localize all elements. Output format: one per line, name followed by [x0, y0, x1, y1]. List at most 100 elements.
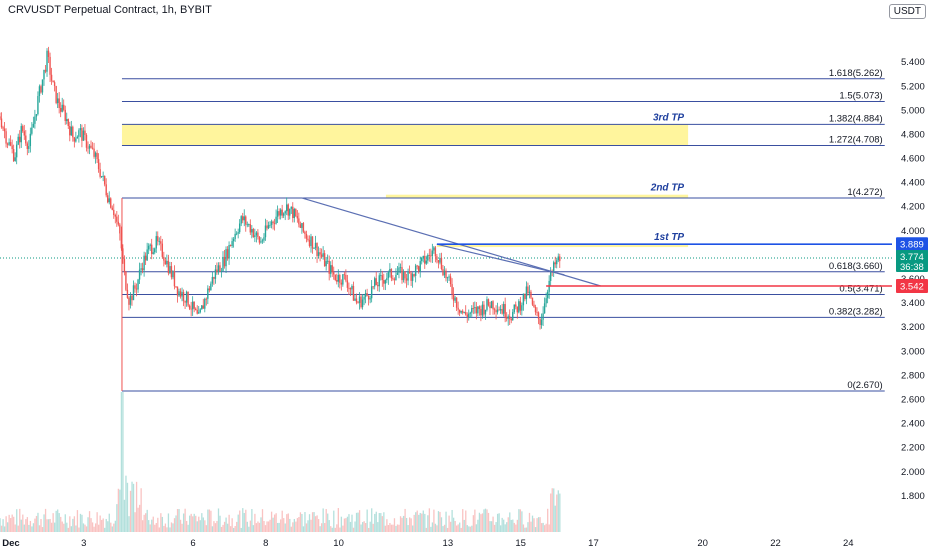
- price-axis: 5.400 5.200 5.000 4.800 4.600 4.400 4.200 4.000…: [901, 57, 925, 502]
- candle-body: [307, 238, 309, 240]
- candle-body: [367, 295, 370, 300]
- volume-bar: [81, 514, 83, 532]
- candle-body: [352, 285, 355, 301]
- volume-bar: [167, 513, 170, 532]
- candle-body: [14, 157, 16, 161]
- candle-body: [413, 274, 415, 276]
- candle-body: [67, 119, 69, 127]
- volume-bar: [163, 525, 165, 532]
- candle-body: [402, 271, 405, 281]
- candle-body: [469, 312, 471, 314]
- candle-body: [17, 136, 19, 145]
- candle-body: [354, 298, 356, 301]
- volume-bar: [328, 520, 330, 532]
- volume-bar: [289, 518, 291, 532]
- volume-bar: [75, 525, 77, 532]
- volume-bar: [19, 508, 21, 532]
- volume-bar: [44, 508, 47, 532]
- candle-body: [378, 275, 380, 287]
- time-axis-tick: 17: [588, 538, 599, 549]
- volume-bar: [198, 516, 200, 532]
- volume-bar: [126, 482, 129, 532]
- candle-body: [357, 302, 359, 304]
- price-badge: [896, 278, 928, 293]
- candle-body: [466, 314, 468, 318]
- candle-body: [401, 267, 403, 281]
- candle-body: [147, 245, 150, 250]
- price-axis-tick: 2.000: [901, 467, 925, 478]
- candle-body: [257, 232, 259, 237]
- candle-body: [339, 274, 341, 283]
- volume-bar: [390, 524, 393, 532]
- volume-bar: [346, 516, 349, 532]
- volume-bar: [196, 521, 198, 532]
- candle-body: [336, 280, 338, 282]
- volume-bar: [358, 510, 361, 532]
- candle-body: [55, 85, 57, 104]
- candle-body: [26, 143, 29, 149]
- volume-bar: [512, 519, 514, 532]
- volume-bar: [257, 521, 259, 532]
- candle-body: [40, 86, 42, 93]
- volume-bar: [8, 514, 10, 532]
- candle-body: [157, 236, 159, 242]
- volume-bar: [190, 513, 192, 532]
- candle-body: [2, 127, 4, 129]
- candle-body: [536, 312, 538, 314]
- volume-bar: [3, 526, 6, 532]
- candle-body: [496, 309, 499, 313]
- volume-bar: [169, 527, 171, 532]
- volume-bar: [287, 513, 289, 532]
- volume-bar: [125, 475, 127, 532]
- candle-body: [369, 298, 371, 300]
- target-zone: [385, 194, 689, 199]
- volume-bar: [360, 524, 362, 532]
- volume-bar: [185, 520, 188, 532]
- volume-bar: [498, 513, 500, 532]
- volume-bar: [519, 509, 522, 532]
- candle-body: [75, 138, 77, 142]
- volume-bar: [404, 508, 406, 532]
- candle-body: [316, 242, 318, 256]
- volume-bar: [79, 513, 82, 532]
- candle-body: [226, 249, 229, 259]
- volume-bar: [314, 516, 317, 532]
- volume-bar: [410, 518, 412, 532]
- candle-body: [334, 274, 336, 281]
- volume-bar: [90, 518, 92, 532]
- candle-body: [553, 262, 555, 273]
- candle-body: [100, 176, 103, 177]
- candle-body: [383, 280, 385, 284]
- volume-bar: [433, 509, 435, 532]
- volume-bar: [84, 524, 86, 532]
- volume-bar: [78, 527, 80, 532]
- candle-body: [289, 208, 291, 216]
- volume-bar: [211, 526, 214, 532]
- candle-body: [416, 265, 418, 267]
- candle-body: [66, 119, 68, 121]
- volume-bar: [339, 527, 341, 532]
- volume-bar: [490, 521, 493, 532]
- volume-bar: [229, 526, 232, 532]
- candle-body: [358, 296, 361, 303]
- volume-bar: [399, 516, 402, 532]
- volume-bar: [148, 520, 150, 532]
- candle-body: [5, 131, 7, 144]
- volume-bar: [515, 524, 517, 532]
- volume-bar: [73, 516, 76, 532]
- volume-bar: [302, 526, 305, 532]
- candle-body: [141, 268, 144, 271]
- candle-body: [214, 269, 217, 279]
- volume-bar: [108, 513, 110, 532]
- candle-body: [348, 287, 350, 289]
- candle-body: [149, 244, 151, 246]
- currency-unit-badge[interactable]: USDT: [888, 4, 926, 19]
- volume-bar: [208, 509, 211, 532]
- volume-bar: [459, 522, 461, 532]
- volume-bar: [251, 509, 253, 532]
- candle-body: [53, 82, 56, 86]
- candle-body: [434, 247, 437, 257]
- candle-body: [69, 126, 71, 136]
- volume-bar: [105, 518, 107, 532]
